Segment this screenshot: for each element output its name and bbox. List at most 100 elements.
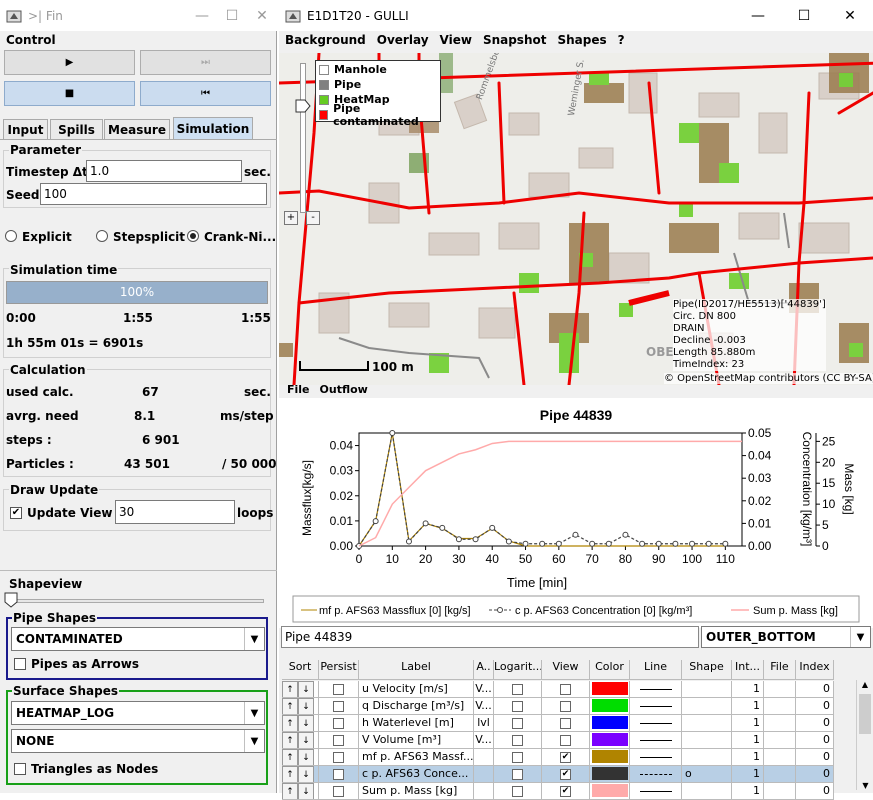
col-log[interactable]: Logarit...	[494, 660, 542, 680]
tab-simulation[interactable]: Simulation	[173, 117, 253, 139]
table-row[interactable]: ↑ ↓ V Volume [m³] V... 1 0	[282, 732, 834, 749]
sort-down-icon[interactable]: ↓	[298, 749, 314, 765]
shape-cell[interactable]	[682, 698, 732, 715]
table-row[interactable]: ↑ ↓ q Discharge [m³/s] V... 1 0	[282, 698, 834, 715]
file-cell[interactable]	[764, 749, 796, 766]
seed-input[interactable]: 100	[40, 183, 267, 205]
sort-up-icon[interactable]: ↑	[282, 732, 298, 748]
table-scrollbar[interactable]: ▲ ▼	[856, 680, 873, 790]
persist-checkbox[interactable]	[333, 734, 344, 746]
col-sort[interactable]: Sort	[282, 660, 319, 680]
menu-overlay[interactable]: Overlay	[376, 33, 429, 47]
interval-cell[interactable]: 1	[732, 732, 764, 749]
col-line[interactable]: Line	[630, 660, 682, 680]
pipe-name-field[interactable]: Pipe 44839	[281, 626, 699, 648]
pipe-shapes-select[interactable]: CONTAMINATED ▼	[11, 627, 265, 651]
color-cell[interactable]	[590, 732, 630, 749]
rewind-button[interactable]: ⏮	[140, 81, 271, 106]
pipes-as-arrows-checkbox[interactable]	[14, 658, 26, 670]
index-cell[interactable]: 0	[796, 749, 834, 766]
sort-up-icon[interactable]: ↑	[282, 681, 298, 697]
surface-shapes-select[interactable]: HEATMAP_LOG ▼	[11, 701, 265, 725]
surface-shapes-select-2[interactable]: NONE ▼	[11, 729, 265, 753]
log-checkbox[interactable]	[512, 734, 523, 746]
shape-cell[interactable]	[682, 715, 732, 732]
line-cell[interactable]	[630, 749, 682, 766]
sort-down-icon[interactable]: ↓	[298, 783, 314, 799]
col-persist[interactable]: Persist	[319, 660, 359, 680]
persist-checkbox[interactable]	[333, 683, 344, 695]
view-checkbox[interactable]: ✔	[560, 768, 571, 780]
chart-menu-file[interactable]: File	[287, 383, 310, 396]
interval-cell[interactable]: 1	[732, 715, 764, 732]
file-cell[interactable]	[764, 681, 796, 698]
minimize-icon[interactable]: —	[751, 7, 765, 24]
sort-down-icon[interactable]: ↓	[298, 732, 314, 748]
crank-nicolson-radio[interactable]	[187, 230, 199, 242]
sort-down-icon[interactable]: ↓	[298, 766, 314, 782]
maximize-icon[interactable]: ☐	[225, 7, 239, 24]
log-checkbox[interactable]	[512, 683, 523, 695]
sort-down-icon[interactable]: ↓	[298, 715, 314, 731]
tab-spills[interactable]: Spills	[50, 119, 103, 139]
menu-snapshot[interactable]: Snapshot	[482, 33, 547, 47]
view-checkbox[interactable]	[560, 717, 571, 729]
interval-cell[interactable]: 1	[732, 783, 764, 800]
step-button[interactable]: ⏭	[140, 50, 271, 75]
persist-checkbox[interactable]	[333, 717, 344, 729]
maximize-icon[interactable]: ☐	[797, 7, 811, 24]
table-row[interactable]: ↑ ↓ u Velocity [m/s] V... 1 0	[282, 681, 834, 698]
index-cell[interactable]: 0	[796, 698, 834, 715]
interval-cell[interactable]: 1	[732, 766, 764, 783]
scroll-up-icon[interactable]: ▲	[861, 680, 869, 689]
sort-down-icon[interactable]: ↓	[298, 698, 314, 714]
interval-cell[interactable]: 1	[732, 698, 764, 715]
index-cell[interactable]: 0	[796, 681, 834, 698]
timestep-input[interactable]: 1.0	[86, 160, 242, 182]
file-cell[interactable]	[764, 715, 796, 732]
table-row[interactable]: ↑ ↓ mf p. AFS63 Massf... ✔ 1 0	[282, 749, 834, 766]
table-row[interactable]: ↑ ↓ c p. AFS63 Conce... ✔ o 1 0	[282, 766, 834, 783]
line-cell[interactable]	[630, 715, 682, 732]
menu-background[interactable]: Background	[285, 33, 366, 47]
sort-up-icon[interactable]: ↑	[282, 698, 298, 714]
col-shape[interactable]: Shape	[682, 660, 732, 680]
menu-shapes[interactable]: Shapes	[557, 33, 607, 47]
shape-cell[interactable]	[682, 749, 732, 766]
close-icon[interactable]: ✕	[844, 7, 856, 24]
view-checkbox[interactable]	[560, 700, 571, 712]
shape-cell[interactable]: o	[682, 766, 732, 783]
col-index[interactable]: Index	[796, 660, 834, 680]
stop-button[interactable]: ■	[4, 81, 135, 106]
log-checkbox[interactable]	[512, 785, 523, 797]
interval-cell[interactable]: 1	[732, 681, 764, 698]
update-view-input[interactable]: 30	[115, 500, 235, 524]
color-cell[interactable]	[590, 783, 630, 800]
line-cell[interactable]	[630, 766, 682, 783]
line-cell[interactable]	[630, 681, 682, 698]
update-view-checkbox[interactable]: ✔	[10, 507, 22, 519]
file-cell[interactable]	[764, 783, 796, 800]
menu-help[interactable]: ?	[617, 33, 625, 47]
line-cell[interactable]	[630, 783, 682, 800]
interval-cell[interactable]: 1	[732, 749, 764, 766]
triangles-as-nodes-checkbox[interactable]	[14, 763, 26, 775]
sort-up-icon[interactable]: ↑	[282, 749, 298, 765]
persist-checkbox[interactable]	[333, 785, 344, 797]
scroll-down-icon[interactable]: ▼	[862, 781, 869, 790]
play-button[interactable]: ▶	[4, 50, 135, 75]
minimize-icon[interactable]: —	[195, 7, 209, 24]
view-checkbox[interactable]	[560, 734, 571, 746]
index-cell[interactable]: 0	[796, 732, 834, 749]
close-icon[interactable]: ✕	[256, 7, 268, 24]
sort-up-icon[interactable]: ↑	[282, 783, 298, 799]
legend-position-select[interactable]: OUTER_BOTTOM ▼	[701, 626, 871, 648]
menu-view[interactable]: View	[439, 33, 472, 47]
index-cell[interactable]: 0	[796, 766, 834, 783]
tab-measure[interactable]: Measure	[104, 119, 170, 139]
shape-cell[interactable]	[682, 681, 732, 698]
file-cell[interactable]	[764, 766, 796, 783]
stepsplicit-radio[interactable]	[96, 230, 108, 242]
table-row[interactable]: ↑ ↓ h Waterlevel [m] lvl 1 0	[282, 715, 834, 732]
zoom-in-button[interactable]: +	[284, 211, 298, 225]
